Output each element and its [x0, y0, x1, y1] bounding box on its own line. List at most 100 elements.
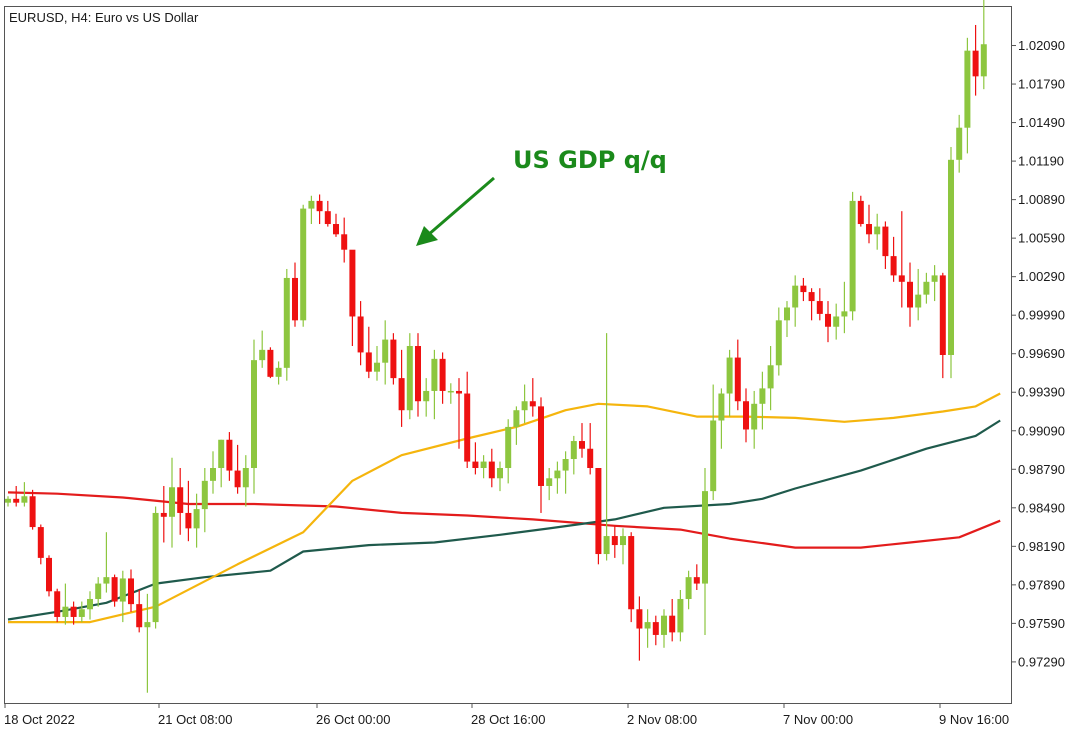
- candle-body: [423, 390, 430, 402]
- candle-body: [497, 468, 503, 479]
- candle-body: [447, 390, 454, 393]
- candle: [751, 390, 758, 449]
- candle-body: [702, 491, 708, 584]
- candle-body: [160, 512, 167, 517]
- y-tick-label: 0.99390: [1018, 385, 1065, 400]
- candle: [177, 468, 184, 535]
- candle: [300, 204, 307, 327]
- candle-body: [324, 211, 331, 225]
- candle: [292, 262, 298, 327]
- candle-body: [603, 536, 610, 555]
- candle: [775, 307, 782, 376]
- candle: [808, 288, 815, 321]
- candle-body: [882, 226, 889, 257]
- candle-body: [144, 622, 151, 628]
- candle-body: [939, 275, 946, 355]
- candle: [923, 272, 930, 304]
- candle-body: [693, 577, 700, 584]
- candle: [702, 468, 708, 635]
- candle-body: [562, 459, 569, 471]
- candle-body: [95, 583, 102, 599]
- annotation-arrowhead: [416, 226, 438, 246]
- candle: [415, 333, 421, 417]
- candle-body: [357, 316, 364, 353]
- candle-body: [784, 307, 790, 321]
- candle: [743, 388, 749, 443]
- candle: [710, 384, 717, 501]
- candle: [144, 593, 151, 693]
- candle-body: [431, 358, 438, 391]
- x-tick-label: 9 Nov 16:00: [939, 712, 1009, 727]
- candle-body: [46, 557, 52, 592]
- y-tick-label: 1.01190: [1018, 154, 1064, 169]
- candle-body: [964, 50, 971, 128]
- candle-body: [570, 441, 577, 460]
- candle: [882, 221, 889, 269]
- candle-body: [21, 496, 28, 503]
- candle-body: [792, 285, 799, 308]
- candle: [62, 583, 69, 625]
- candle: [521, 384, 528, 424]
- candle-body: [767, 365, 774, 389]
- candle: [915, 268, 922, 321]
- candle: [95, 577, 102, 607]
- candle: [193, 493, 200, 548]
- candle-body: [972, 50, 979, 77]
- candle-body: [669, 615, 676, 633]
- y-tick-label: 0.97290: [1018, 654, 1065, 669]
- candle-body: [718, 393, 725, 421]
- candle-body: [365, 352, 372, 372]
- candle: [505, 419, 512, 484]
- candle-body: [857, 200, 864, 225]
- candle-body: [677, 598, 684, 633]
- candle-body: [898, 275, 905, 282]
- y-tick-label: 0.98790: [1018, 462, 1065, 477]
- candle-body: [415, 346, 421, 402]
- candle: [234, 444, 241, 494]
- candle-body: [119, 578, 126, 602]
- candle: [497, 461, 503, 492]
- candle: [136, 589, 143, 633]
- candle: [652, 615, 659, 646]
- candle-body: [628, 536, 635, 610]
- candle: [398, 349, 405, 427]
- candle: [513, 406, 520, 445]
- candle-body: [890, 256, 897, 276]
- candle: [874, 213, 881, 250]
- candle-body: [825, 313, 831, 327]
- candle: [595, 468, 602, 565]
- y-tick-label: 0.98490: [1018, 500, 1065, 515]
- candle: [898, 211, 905, 308]
- candle-body: [644, 622, 651, 629]
- candle: [661, 609, 667, 648]
- candle-body: [907, 281, 913, 308]
- candle: [767, 346, 774, 411]
- candle: [259, 330, 266, 368]
- candle-body: [267, 349, 274, 377]
- candle-body: [62, 606, 69, 617]
- candle-body: [538, 406, 544, 486]
- annotation-arrow: [427, 176, 495, 237]
- candle-body: [726, 357, 733, 394]
- x-tick-label: 2 Nov 08:00: [627, 712, 697, 727]
- candle: [587, 423, 594, 475]
- candle: [980, 0, 987, 90]
- candle-body: [611, 536, 618, 546]
- candle: [431, 349, 438, 420]
- chart-title: EURUSD, H4: Euro vs US Dollar: [9, 10, 199, 25]
- candle: [70, 601, 77, 625]
- candle: [866, 204, 872, 244]
- candle: [784, 301, 790, 338]
- candle: [283, 268, 290, 381]
- candle: [907, 262, 913, 327]
- candle-body: [78, 609, 85, 617]
- candle: [316, 194, 323, 225]
- y-axis: 0.97290 0.97590 0.97890 0.98190 0.98490 0.987…: [1011, 38, 1065, 669]
- candle: [119, 570, 126, 623]
- candle: [218, 439, 225, 488]
- candle-body: [743, 401, 749, 430]
- candle-body: [398, 378, 405, 411]
- candle: [21, 482, 28, 507]
- candle: [800, 277, 807, 302]
- candle: [734, 339, 741, 411]
